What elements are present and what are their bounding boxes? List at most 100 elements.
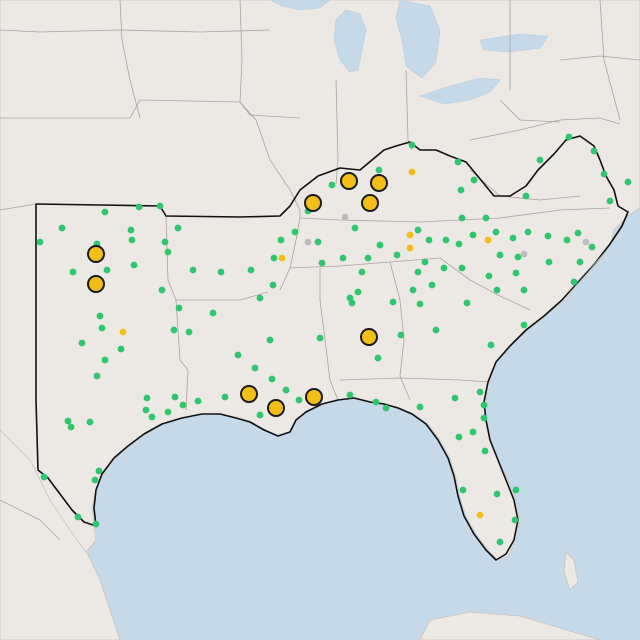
green-site-marker[interactable] — [469, 428, 477, 436]
green-site-marker[interactable] — [270, 254, 278, 262]
gray-site-marker[interactable] — [304, 238, 312, 246]
green-site-marker[interactable] — [480, 401, 488, 409]
green-site-marker[interactable] — [217, 268, 225, 276]
green-site-marker[interactable] — [463, 299, 471, 307]
green-site-marker[interactable] — [161, 238, 169, 246]
large-site-marker[interactable] — [340, 172, 358, 190]
gray-site-marker[interactable] — [520, 250, 528, 258]
green-site-marker[interactable] — [351, 224, 359, 232]
green-site-marker[interactable] — [91, 476, 99, 484]
green-site-marker[interactable] — [328, 181, 336, 189]
green-site-marker[interactable] — [389, 298, 397, 306]
yellow-site-marker[interactable] — [408, 168, 416, 176]
green-site-marker[interactable] — [493, 490, 501, 498]
green-site-marker[interactable] — [364, 254, 372, 262]
green-site-marker[interactable] — [408, 141, 416, 149]
green-site-marker[interactable] — [40, 473, 48, 481]
green-site-marker[interactable] — [454, 158, 462, 166]
green-site-marker[interactable] — [142, 406, 150, 414]
green-site-marker[interactable] — [428, 281, 436, 289]
green-site-marker[interactable] — [348, 299, 356, 307]
green-site-marker[interactable] — [74, 513, 82, 521]
green-site-marker[interactable] — [476, 388, 484, 396]
green-site-marker[interactable] — [221, 393, 229, 401]
green-site-marker[interactable] — [93, 372, 101, 380]
green-site-marker[interactable] — [117, 345, 125, 353]
green-site-marker[interactable] — [98, 324, 106, 332]
green-site-marker[interactable] — [189, 266, 197, 274]
green-site-marker[interactable] — [374, 354, 382, 362]
green-site-marker[interactable] — [469, 231, 477, 239]
green-site-marker[interactable] — [520, 321, 528, 329]
green-site-marker[interactable] — [570, 278, 578, 286]
green-site-marker[interactable] — [397, 331, 405, 339]
green-site-marker[interactable] — [480, 414, 488, 422]
green-site-marker[interactable] — [520, 286, 528, 294]
green-site-marker[interactable] — [393, 251, 401, 259]
green-site-marker[interactable] — [179, 401, 187, 409]
green-site-marker[interactable] — [457, 186, 465, 194]
green-site-marker[interactable] — [64, 417, 72, 425]
green-site-marker[interactable] — [493, 286, 501, 294]
yellow-site-marker[interactable] — [484, 236, 492, 244]
green-site-marker[interactable] — [69, 268, 77, 276]
green-site-marker[interactable] — [346, 391, 354, 399]
green-site-marker[interactable] — [295, 396, 303, 404]
green-site-marker[interactable] — [269, 281, 277, 289]
green-site-marker[interactable] — [416, 300, 424, 308]
green-site-marker[interactable] — [130, 261, 138, 269]
green-site-marker[interactable] — [590, 147, 598, 155]
green-site-marker[interactable] — [576, 258, 584, 266]
green-site-marker[interactable] — [487, 341, 495, 349]
green-site-marker[interactable] — [600, 170, 608, 178]
yellow-site-marker[interactable] — [406, 244, 414, 252]
green-site-marker[interactable] — [524, 228, 532, 236]
large-site-marker[interactable] — [305, 388, 323, 406]
yellow-site-marker[interactable] — [119, 328, 127, 336]
green-site-marker[interactable] — [67, 423, 75, 431]
green-site-marker[interactable] — [128, 236, 136, 244]
green-site-marker[interactable] — [135, 203, 143, 211]
green-site-marker[interactable] — [455, 433, 463, 441]
yellow-site-marker[interactable] — [476, 511, 484, 519]
green-site-marker[interactable] — [96, 312, 104, 320]
green-site-marker[interactable] — [101, 208, 109, 216]
green-site-marker[interactable] — [509, 234, 517, 242]
large-site-marker[interactable] — [370, 174, 388, 192]
green-site-marker[interactable] — [354, 288, 362, 296]
green-site-marker[interactable] — [421, 258, 429, 266]
green-site-marker[interactable] — [606, 197, 614, 205]
green-site-marker[interactable] — [375, 166, 383, 174]
green-site-marker[interactable] — [174, 224, 182, 232]
green-site-marker[interactable] — [266, 336, 274, 344]
green-site-marker[interactable] — [455, 240, 463, 248]
green-site-marker[interactable] — [425, 236, 433, 244]
green-site-marker[interactable] — [458, 264, 466, 272]
gray-site-marker[interactable] — [582, 238, 590, 246]
green-site-marker[interactable] — [588, 243, 596, 251]
green-site-marker[interactable] — [291, 228, 299, 236]
green-site-marker[interactable] — [277, 236, 285, 244]
green-site-marker[interactable] — [247, 266, 255, 274]
green-site-marker[interactable] — [496, 251, 504, 259]
green-site-marker[interactable] — [143, 394, 151, 402]
green-site-marker[interactable] — [414, 268, 422, 276]
green-site-marker[interactable] — [459, 486, 467, 494]
green-site-marker[interactable] — [256, 411, 264, 419]
green-site-marker[interactable] — [78, 339, 86, 347]
green-site-marker[interactable] — [481, 447, 489, 455]
green-site-marker[interactable] — [442, 236, 450, 244]
green-site-marker[interactable] — [164, 408, 172, 416]
green-site-marker[interactable] — [544, 232, 552, 240]
green-site-marker[interactable] — [156, 202, 164, 210]
green-site-marker[interactable] — [372, 398, 380, 406]
green-site-marker[interactable] — [314, 238, 322, 246]
large-site-marker[interactable] — [361, 194, 379, 212]
green-site-marker[interactable] — [376, 241, 384, 249]
green-site-marker[interactable] — [251, 364, 259, 372]
green-site-marker[interactable] — [545, 258, 553, 266]
green-site-marker[interactable] — [416, 403, 424, 411]
green-site-marker[interactable] — [432, 326, 440, 334]
green-site-marker[interactable] — [194, 397, 202, 405]
